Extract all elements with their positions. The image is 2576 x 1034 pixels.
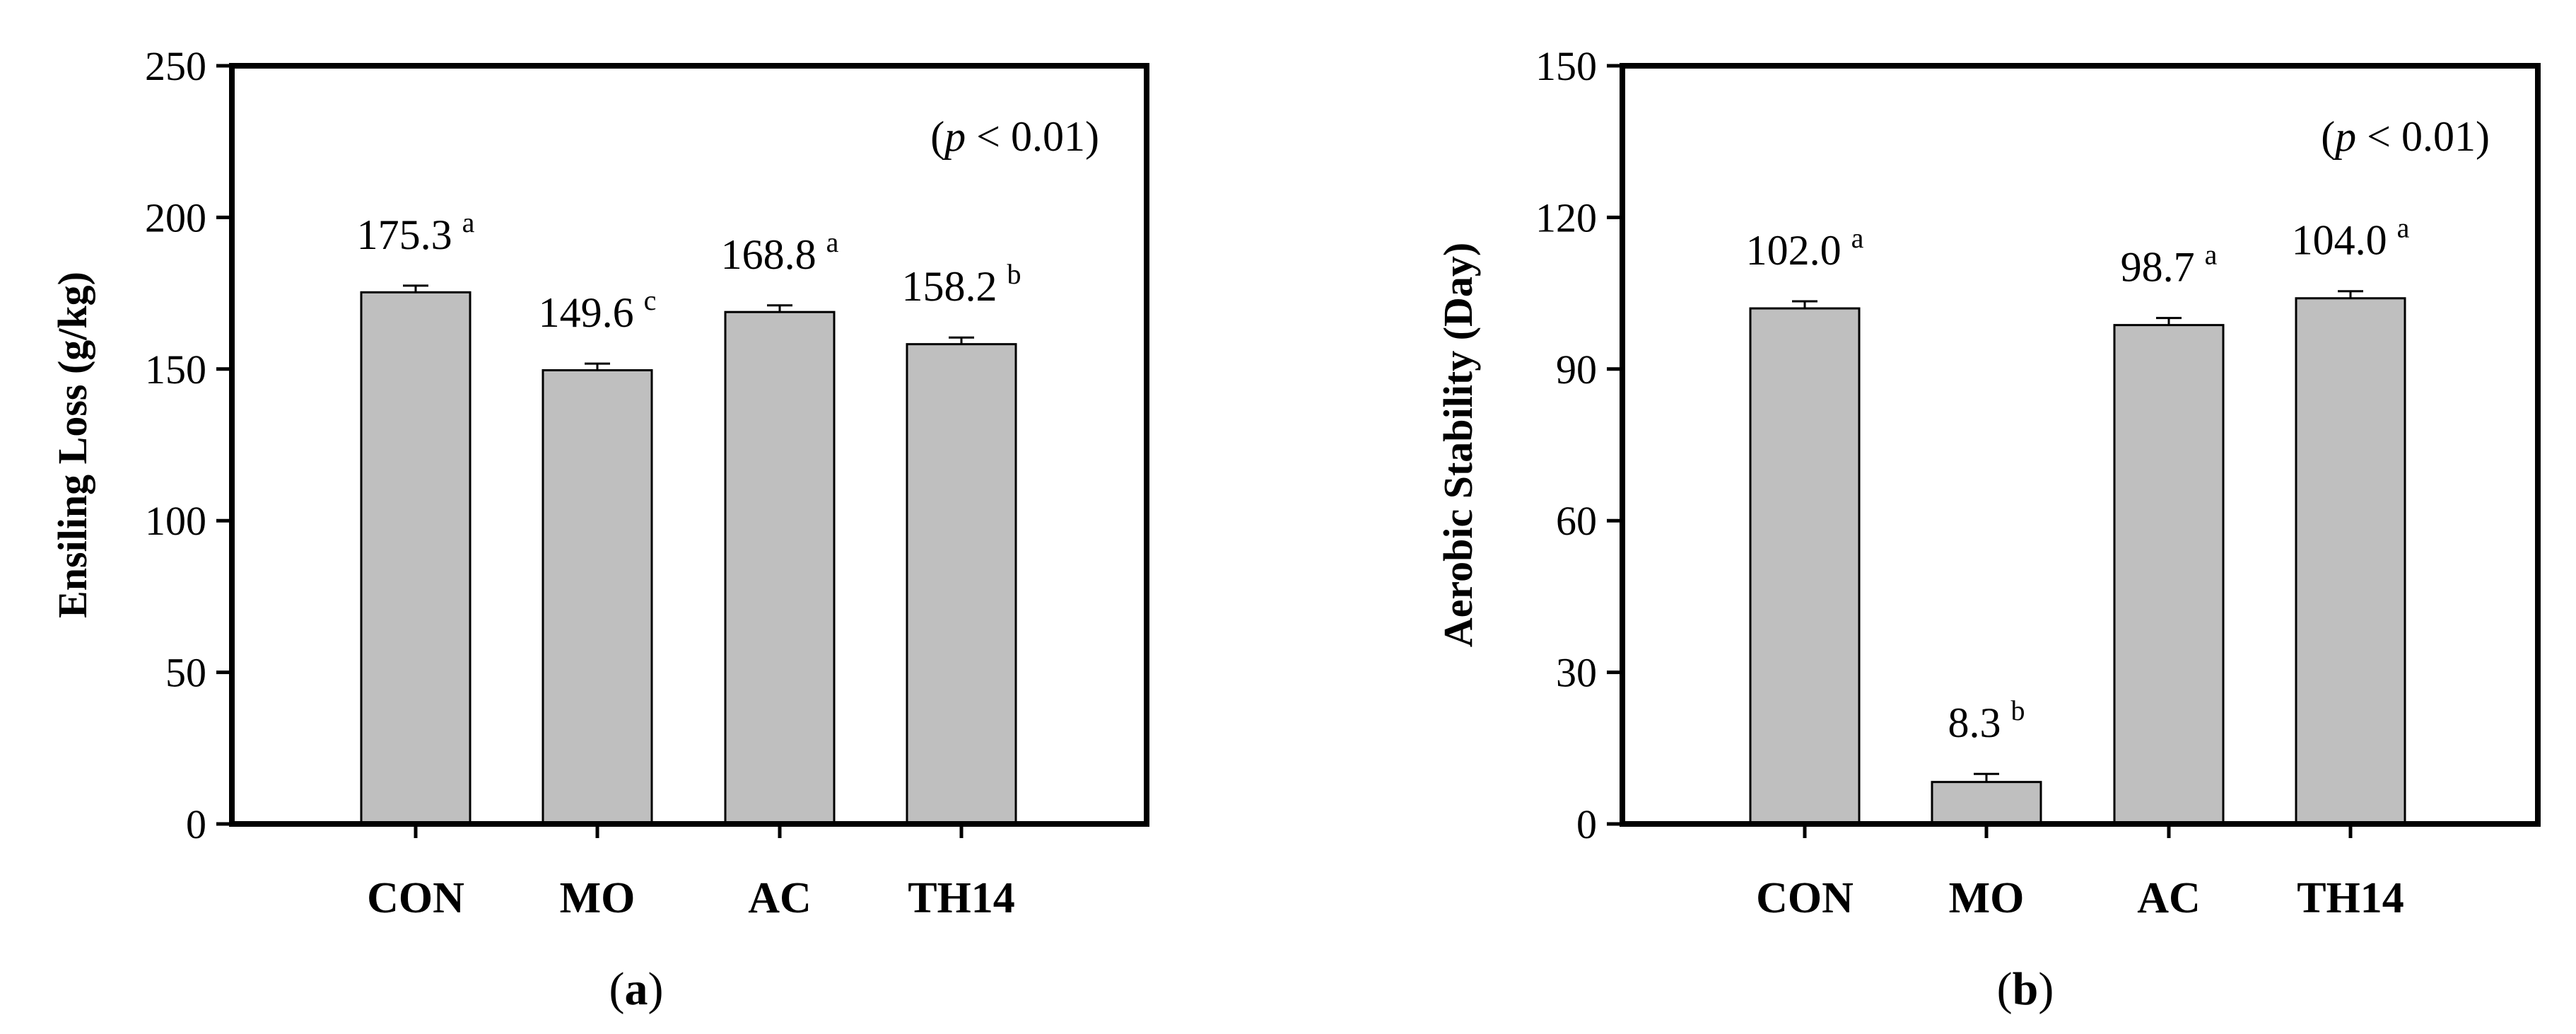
y-tick-label: 250 (145, 43, 206, 89)
error-bar-th14 (2338, 290, 2363, 298)
y-tick-label: 200 (145, 194, 206, 240)
error-bar-th14 (949, 336, 974, 344)
value-label-con: 175.3 a (357, 207, 475, 258)
value-label-ac: 98.7 a (2121, 239, 2218, 291)
y-tick-label: 30 (1556, 650, 1597, 696)
significance-letter: a (1851, 222, 1864, 254)
value-label-th14: 104.0 a (2292, 212, 2410, 264)
bar-th14 (906, 343, 1017, 825)
y-axis-title: Aerobic Stability (Day) (1435, 243, 1481, 647)
value-label-mo: 8.3 b (1948, 695, 2025, 746)
y-tick-label: 150 (1535, 43, 1597, 89)
panel-label: (b) (1997, 963, 2054, 1015)
category-label-ac: AC (2137, 874, 2201, 922)
y-tick-label: 60 (1556, 498, 1597, 544)
error-bar-mo (585, 362, 610, 371)
significance-letter: b (2011, 695, 2025, 726)
significance-letter: a (462, 207, 475, 238)
category-label-th14: TH14 (908, 874, 1015, 922)
y-tick-label: 120 (1535, 194, 1597, 240)
error-bar-ac (2156, 317, 2182, 325)
bar-con (1749, 307, 1861, 825)
y-axis-title: Ensiling Loss (g/kg) (49, 272, 95, 618)
bar-mo (1931, 781, 2042, 825)
value-label-con: 102.0 a (1746, 222, 1864, 274)
bar-ac (724, 310, 836, 825)
category-label-ac: AC (748, 874, 812, 922)
y-tick-label: 150 (145, 347, 206, 393)
plot-frame (1620, 63, 2541, 827)
error-bar-con (1792, 300, 1817, 309)
y-tick-label: 100 (145, 498, 206, 544)
significance-letter: c (644, 284, 657, 316)
y-tick-label: 0 (186, 801, 206, 847)
p-value-annotation: (p < 0.01) (930, 113, 1099, 160)
significance-letter: a (2205, 239, 2218, 271)
error-bar-con (403, 284, 428, 293)
value-label-ac: 168.8 a (721, 226, 839, 278)
y-tick-label: 50 (165, 650, 206, 696)
value-label-th14: 158.2 b (902, 258, 1021, 310)
bar-mo (541, 369, 653, 825)
error-bar-ac (767, 304, 792, 313)
plot-frame (229, 63, 1149, 827)
p-value-annotation: (p < 0.01) (2321, 113, 2490, 160)
bar-th14 (2295, 297, 2406, 825)
chart-panel-a: 175.3 a CON 149.6 c MO 168.8 a AC 158.2 b TH14 0 50 10… (49, 43, 1149, 1015)
y-tick-label: 90 (1556, 347, 1597, 393)
error-bar-mo (1974, 772, 1999, 782)
y-tick-label: 0 (1576, 801, 1597, 847)
category-label-mo: MO (560, 874, 636, 922)
bar-ac (2113, 324, 2225, 825)
significance-letter: a (826, 226, 839, 258)
category-label-th14: TH14 (2297, 874, 2404, 922)
category-label-con: CON (1756, 874, 1854, 922)
panel-label: (a) (609, 963, 664, 1015)
significance-letter: a (2397, 212, 2410, 244)
chart-panel-b: 102.0 a CON 8.3 b MO 98.7 a AC 104.0 a TH14 0 30 60 90 1… (1435, 43, 2541, 1015)
bar-con (360, 291, 472, 825)
category-label-mo: MO (1949, 874, 2025, 922)
value-label-mo: 149.6 c (539, 284, 657, 336)
significance-letter: b (1007, 258, 1021, 290)
category-label-con: CON (367, 874, 464, 922)
